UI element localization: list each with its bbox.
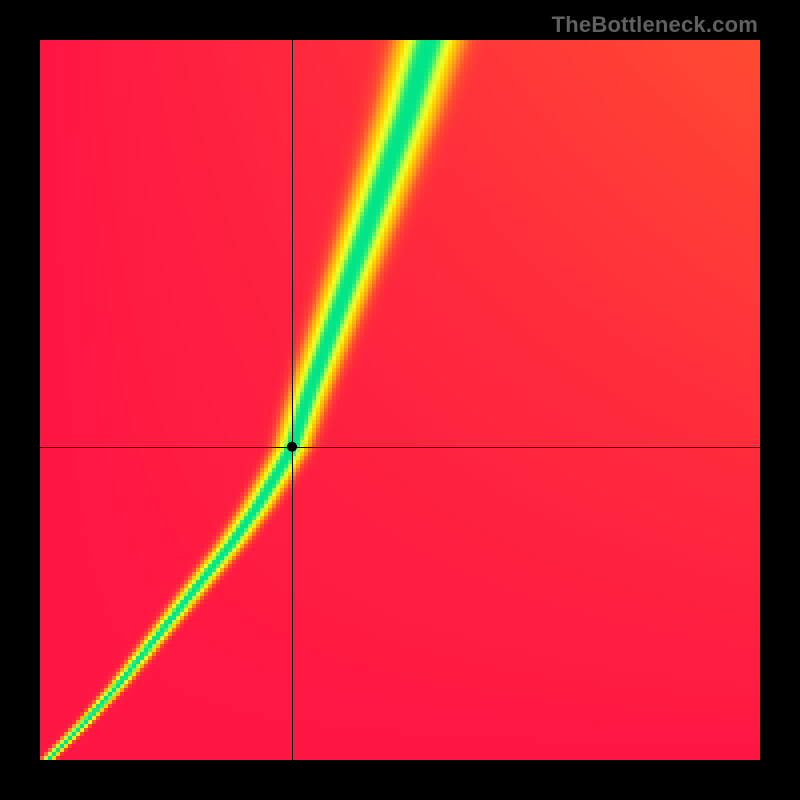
- chart-stage: TheBottleneck.com: [0, 0, 800, 800]
- crosshair-overlay: [0, 0, 800, 800]
- watermark-text: TheBottleneck.com: [552, 12, 758, 38]
